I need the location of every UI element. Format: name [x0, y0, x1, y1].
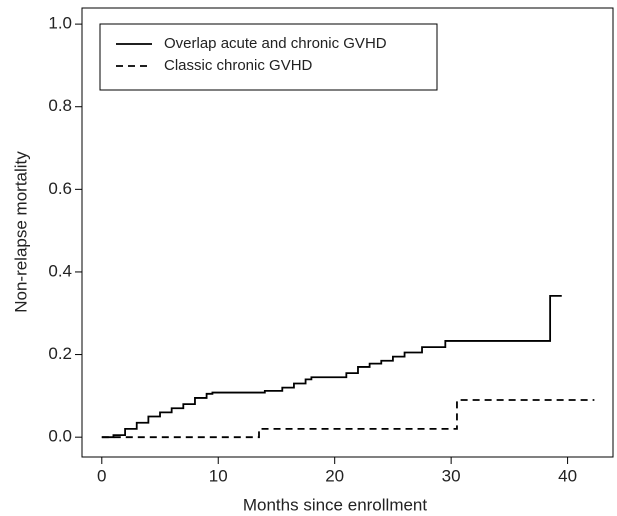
- legend-label: Overlap acute and chronic GVHD: [164, 35, 387, 52]
- x-tick-label: 0: [97, 466, 106, 485]
- y-tick-label: 1.0: [48, 14, 72, 33]
- legend-box: [99, 23, 438, 91]
- x-tick-label: 30: [442, 466, 461, 485]
- y-tick-label: 0.8: [48, 96, 72, 115]
- x-axis-label: Months since enrollment: [243, 495, 428, 514]
- y-axis-label: Non-relapse mortality: [11, 151, 30, 313]
- x-tick-label: 10: [209, 466, 228, 485]
- y-tick-label: 0.4: [48, 261, 72, 280]
- y-tick-label: 0.6: [48, 179, 72, 198]
- plot-frame: [81, 7, 614, 458]
- x-tick-label: 40: [558, 466, 577, 485]
- legend-label: Classic chronic GVHD: [164, 57, 313, 74]
- step-line: [101, 295, 562, 439]
- y-tick-label: 0.0: [48, 427, 72, 446]
- step-line: [101, 399, 595, 439]
- x-tick-label: 20: [325, 466, 344, 485]
- y-tick-label: 0.2: [48, 344, 72, 363]
